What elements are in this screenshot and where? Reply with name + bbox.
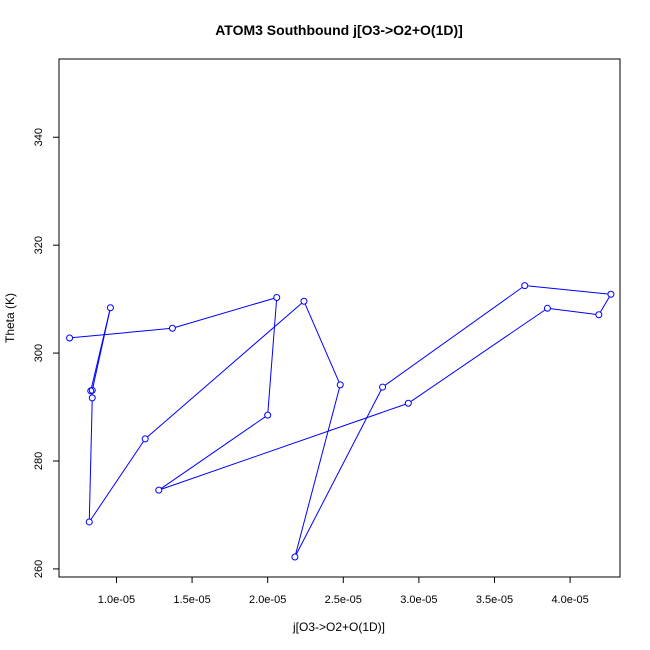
data-point — [521, 282, 529, 290]
series-segment — [410, 309, 546, 402]
series-layer — [66, 282, 615, 561]
series-segment — [147, 302, 303, 438]
series-segment — [72, 328, 170, 339]
series-segment — [304, 303, 340, 383]
series-segment — [384, 286, 523, 386]
x-tick-label: 2.5e-05 — [325, 594, 362, 606]
data-point — [88, 394, 96, 402]
data-point — [543, 304, 551, 312]
data-point — [336, 381, 344, 389]
y-axis-label: Theta (K) — [3, 293, 17, 343]
data-point — [404, 399, 412, 407]
data-point — [141, 435, 149, 443]
y-axis: 260 280 300 320 340 — [33, 128, 60, 578]
x-tick-label: 3.0e-05 — [400, 594, 437, 606]
x-tick-label: 1.5e-05 — [173, 594, 210, 606]
series-segment — [599, 296, 610, 313]
series-segment — [267, 300, 278, 413]
series-segment — [88, 400, 93, 519]
series-segment — [160, 416, 266, 489]
series-segment — [527, 285, 608, 295]
series-segment — [90, 441, 144, 520]
data-point — [595, 311, 603, 319]
data-point — [87, 387, 95, 395]
y-tick-label: 260 — [33, 560, 45, 578]
series-segment — [295, 387, 340, 555]
x-axis: 1.0e-05 1.5e-05 2.0e-05 2.5e-05 3.0e-05 3.5e-… — [98, 576, 589, 606]
data-point — [85, 518, 93, 526]
data-point — [607, 290, 615, 298]
data-point — [168, 324, 176, 332]
data-point — [291, 553, 299, 561]
x-axis-label: j[O3->O2+O(1D)] — [292, 620, 385, 634]
y-tick-label: 340 — [33, 128, 45, 146]
chart-title: ATOM3 Southbound j[O3->O2+O(1D)] — [215, 22, 463, 38]
y-tick-label: 300 — [33, 344, 45, 362]
series-segment — [175, 297, 275, 328]
data-point — [273, 293, 281, 301]
data-point — [300, 297, 308, 305]
data-point — [66, 334, 74, 342]
series-segment — [161, 403, 406, 490]
y-tick-label: 280 — [33, 452, 45, 470]
series-segment — [90, 310, 111, 389]
x-tick-label: 1.0e-05 — [98, 594, 135, 606]
data-point — [379, 383, 387, 391]
data-point — [155, 486, 163, 494]
x-tick-label: 3.5e-05 — [476, 594, 513, 606]
x-tick-label: 2.0e-05 — [249, 594, 286, 606]
data-point — [264, 411, 272, 419]
series-segment — [550, 308, 596, 315]
x-tick-label: 4.0e-05 — [551, 594, 588, 606]
data-point — [106, 304, 114, 312]
y-tick-label: 320 — [33, 236, 45, 254]
series-segment — [295, 389, 382, 555]
